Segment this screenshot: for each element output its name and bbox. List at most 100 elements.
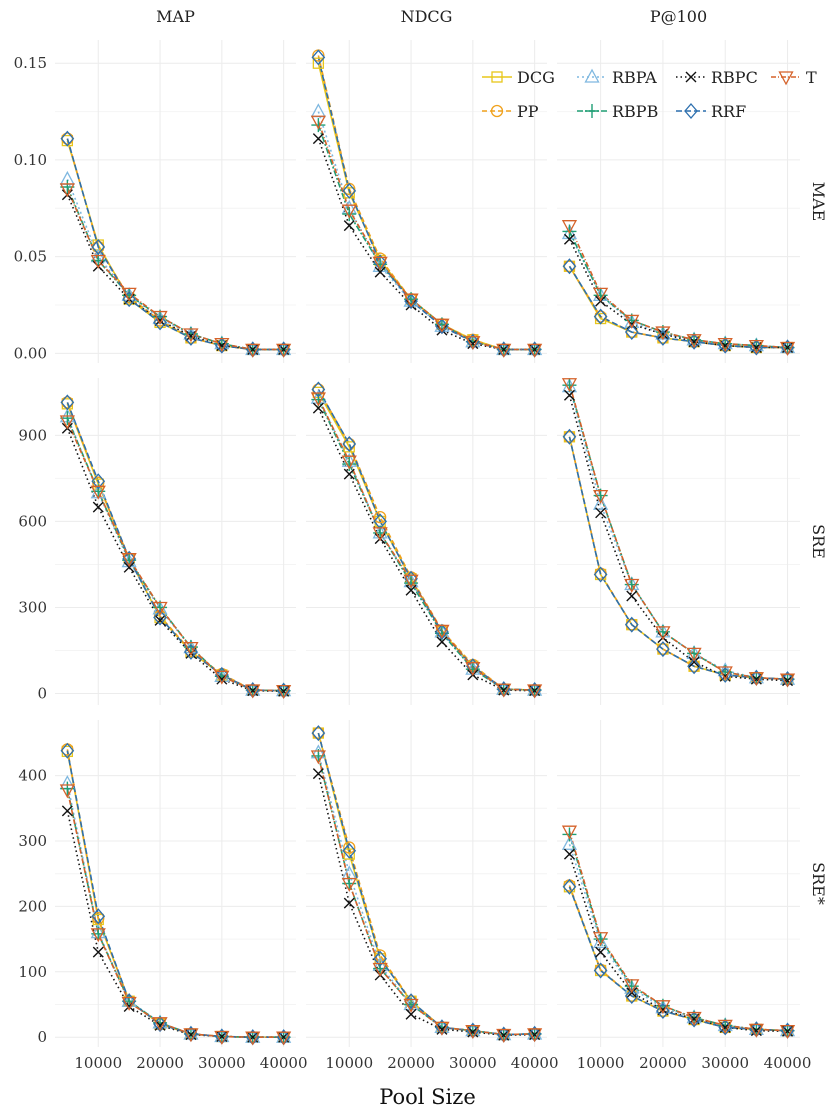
x-tick-label: 20000 xyxy=(136,1054,184,1072)
point-rrf xyxy=(624,987,639,1004)
point-rbpc xyxy=(92,501,104,513)
point-t xyxy=(779,341,796,356)
legend-label: RBPC xyxy=(711,68,758,87)
panel-mae-p-100 xyxy=(557,40,800,363)
point-t xyxy=(372,527,388,542)
point-t xyxy=(593,287,609,302)
point-t xyxy=(245,1031,261,1046)
point-rrf xyxy=(184,643,198,660)
point-rrf xyxy=(373,950,388,967)
point-rbpc xyxy=(657,328,669,340)
point-rrf xyxy=(593,308,608,325)
series-line-rrf xyxy=(66,750,284,1038)
series-line-dcg xyxy=(317,391,535,691)
point-t xyxy=(59,415,75,430)
series-line-rbpc xyxy=(317,138,535,351)
point-rbpc xyxy=(374,266,386,278)
point-rrf xyxy=(311,49,326,66)
point-t xyxy=(341,204,357,219)
series-line-dcg xyxy=(317,63,535,351)
point-rbpc xyxy=(563,389,575,401)
point-t xyxy=(121,553,137,568)
point-t xyxy=(465,662,481,677)
point-t xyxy=(748,339,764,354)
x-tick-label: 20000 xyxy=(387,1054,435,1072)
series-line-pp xyxy=(66,402,284,692)
point-rrf xyxy=(311,725,326,742)
legend-item-rbpb: RBPB xyxy=(577,102,658,121)
point-rrf xyxy=(624,324,639,341)
series-line-dcg xyxy=(568,886,788,1032)
point-t xyxy=(779,1025,796,1040)
panel-mae-ndcg xyxy=(306,40,547,363)
series-line-rbpb xyxy=(317,124,535,351)
point-rbpc xyxy=(405,584,417,596)
point-dcg xyxy=(343,848,355,860)
series-line-rbpb xyxy=(66,417,284,692)
point-t xyxy=(403,998,419,1013)
panel-sre-map xyxy=(55,378,296,705)
point-t xyxy=(341,455,357,470)
series-line-pp xyxy=(317,389,535,691)
point-t xyxy=(655,1000,671,1015)
point-pp xyxy=(312,726,325,740)
point-pp xyxy=(563,430,576,443)
point-t xyxy=(214,1030,230,1045)
point-t xyxy=(434,1021,450,1036)
point-rrf xyxy=(342,435,357,452)
point-t xyxy=(527,684,543,699)
point-rrf xyxy=(465,658,480,675)
point-rbpc xyxy=(61,805,73,817)
point-rbpb xyxy=(311,118,326,133)
series-line-rbpc xyxy=(568,394,788,682)
point-rbpc xyxy=(595,946,607,958)
point-t xyxy=(310,392,326,407)
point-t xyxy=(686,1011,702,1026)
series-line-t xyxy=(66,789,284,1038)
y-tick-label: 0.15 xyxy=(14,54,47,72)
column-label-p-100: P@100 xyxy=(650,7,707,26)
point-t xyxy=(748,672,764,687)
y-tick-label: 0 xyxy=(37,685,47,703)
legend-marker-rbpa xyxy=(584,68,600,83)
point-t xyxy=(152,1017,168,1032)
x-tick-label: 40000 xyxy=(764,1054,812,1072)
point-pp xyxy=(374,949,387,962)
point-rbpc xyxy=(154,1019,166,1031)
point-t xyxy=(686,334,702,349)
legend-marker-rrf xyxy=(684,103,698,119)
y-tick-label: 0.10 xyxy=(14,151,47,169)
legend-marker-rbpc xyxy=(685,71,697,83)
series-line-rbpc xyxy=(66,427,284,692)
y-tick-label: 400 xyxy=(18,767,47,785)
point-t xyxy=(372,962,388,977)
point-t xyxy=(434,318,450,333)
point-rrf xyxy=(91,908,106,925)
series-line-t xyxy=(568,225,788,349)
point-t xyxy=(152,601,168,616)
point-rrf xyxy=(60,394,75,411)
series-line-t xyxy=(317,755,535,1036)
point-t xyxy=(341,877,357,892)
point-rbpc xyxy=(563,233,575,245)
column-label-ndcg: NDCG xyxy=(401,7,453,26)
point-t xyxy=(183,328,199,343)
point-rbpc xyxy=(343,897,355,909)
legend-item-rbpa: RBPA xyxy=(577,68,657,87)
point-t xyxy=(90,928,106,943)
series-line-rrf xyxy=(568,886,788,1032)
point-t xyxy=(310,750,326,765)
series-line-rbpb xyxy=(568,231,788,349)
point-rrf xyxy=(91,238,106,255)
point-t xyxy=(403,574,419,589)
legend-item-dcg: DCG xyxy=(482,68,555,87)
point-rrf xyxy=(687,658,701,675)
series-line-rbpb xyxy=(568,384,788,680)
point-dcg xyxy=(312,57,325,69)
y-tick-label: 900 xyxy=(18,426,47,444)
point-rbpc xyxy=(563,848,575,860)
point-rbpc xyxy=(750,673,762,685)
point-t xyxy=(717,338,733,353)
point-t xyxy=(152,310,168,325)
